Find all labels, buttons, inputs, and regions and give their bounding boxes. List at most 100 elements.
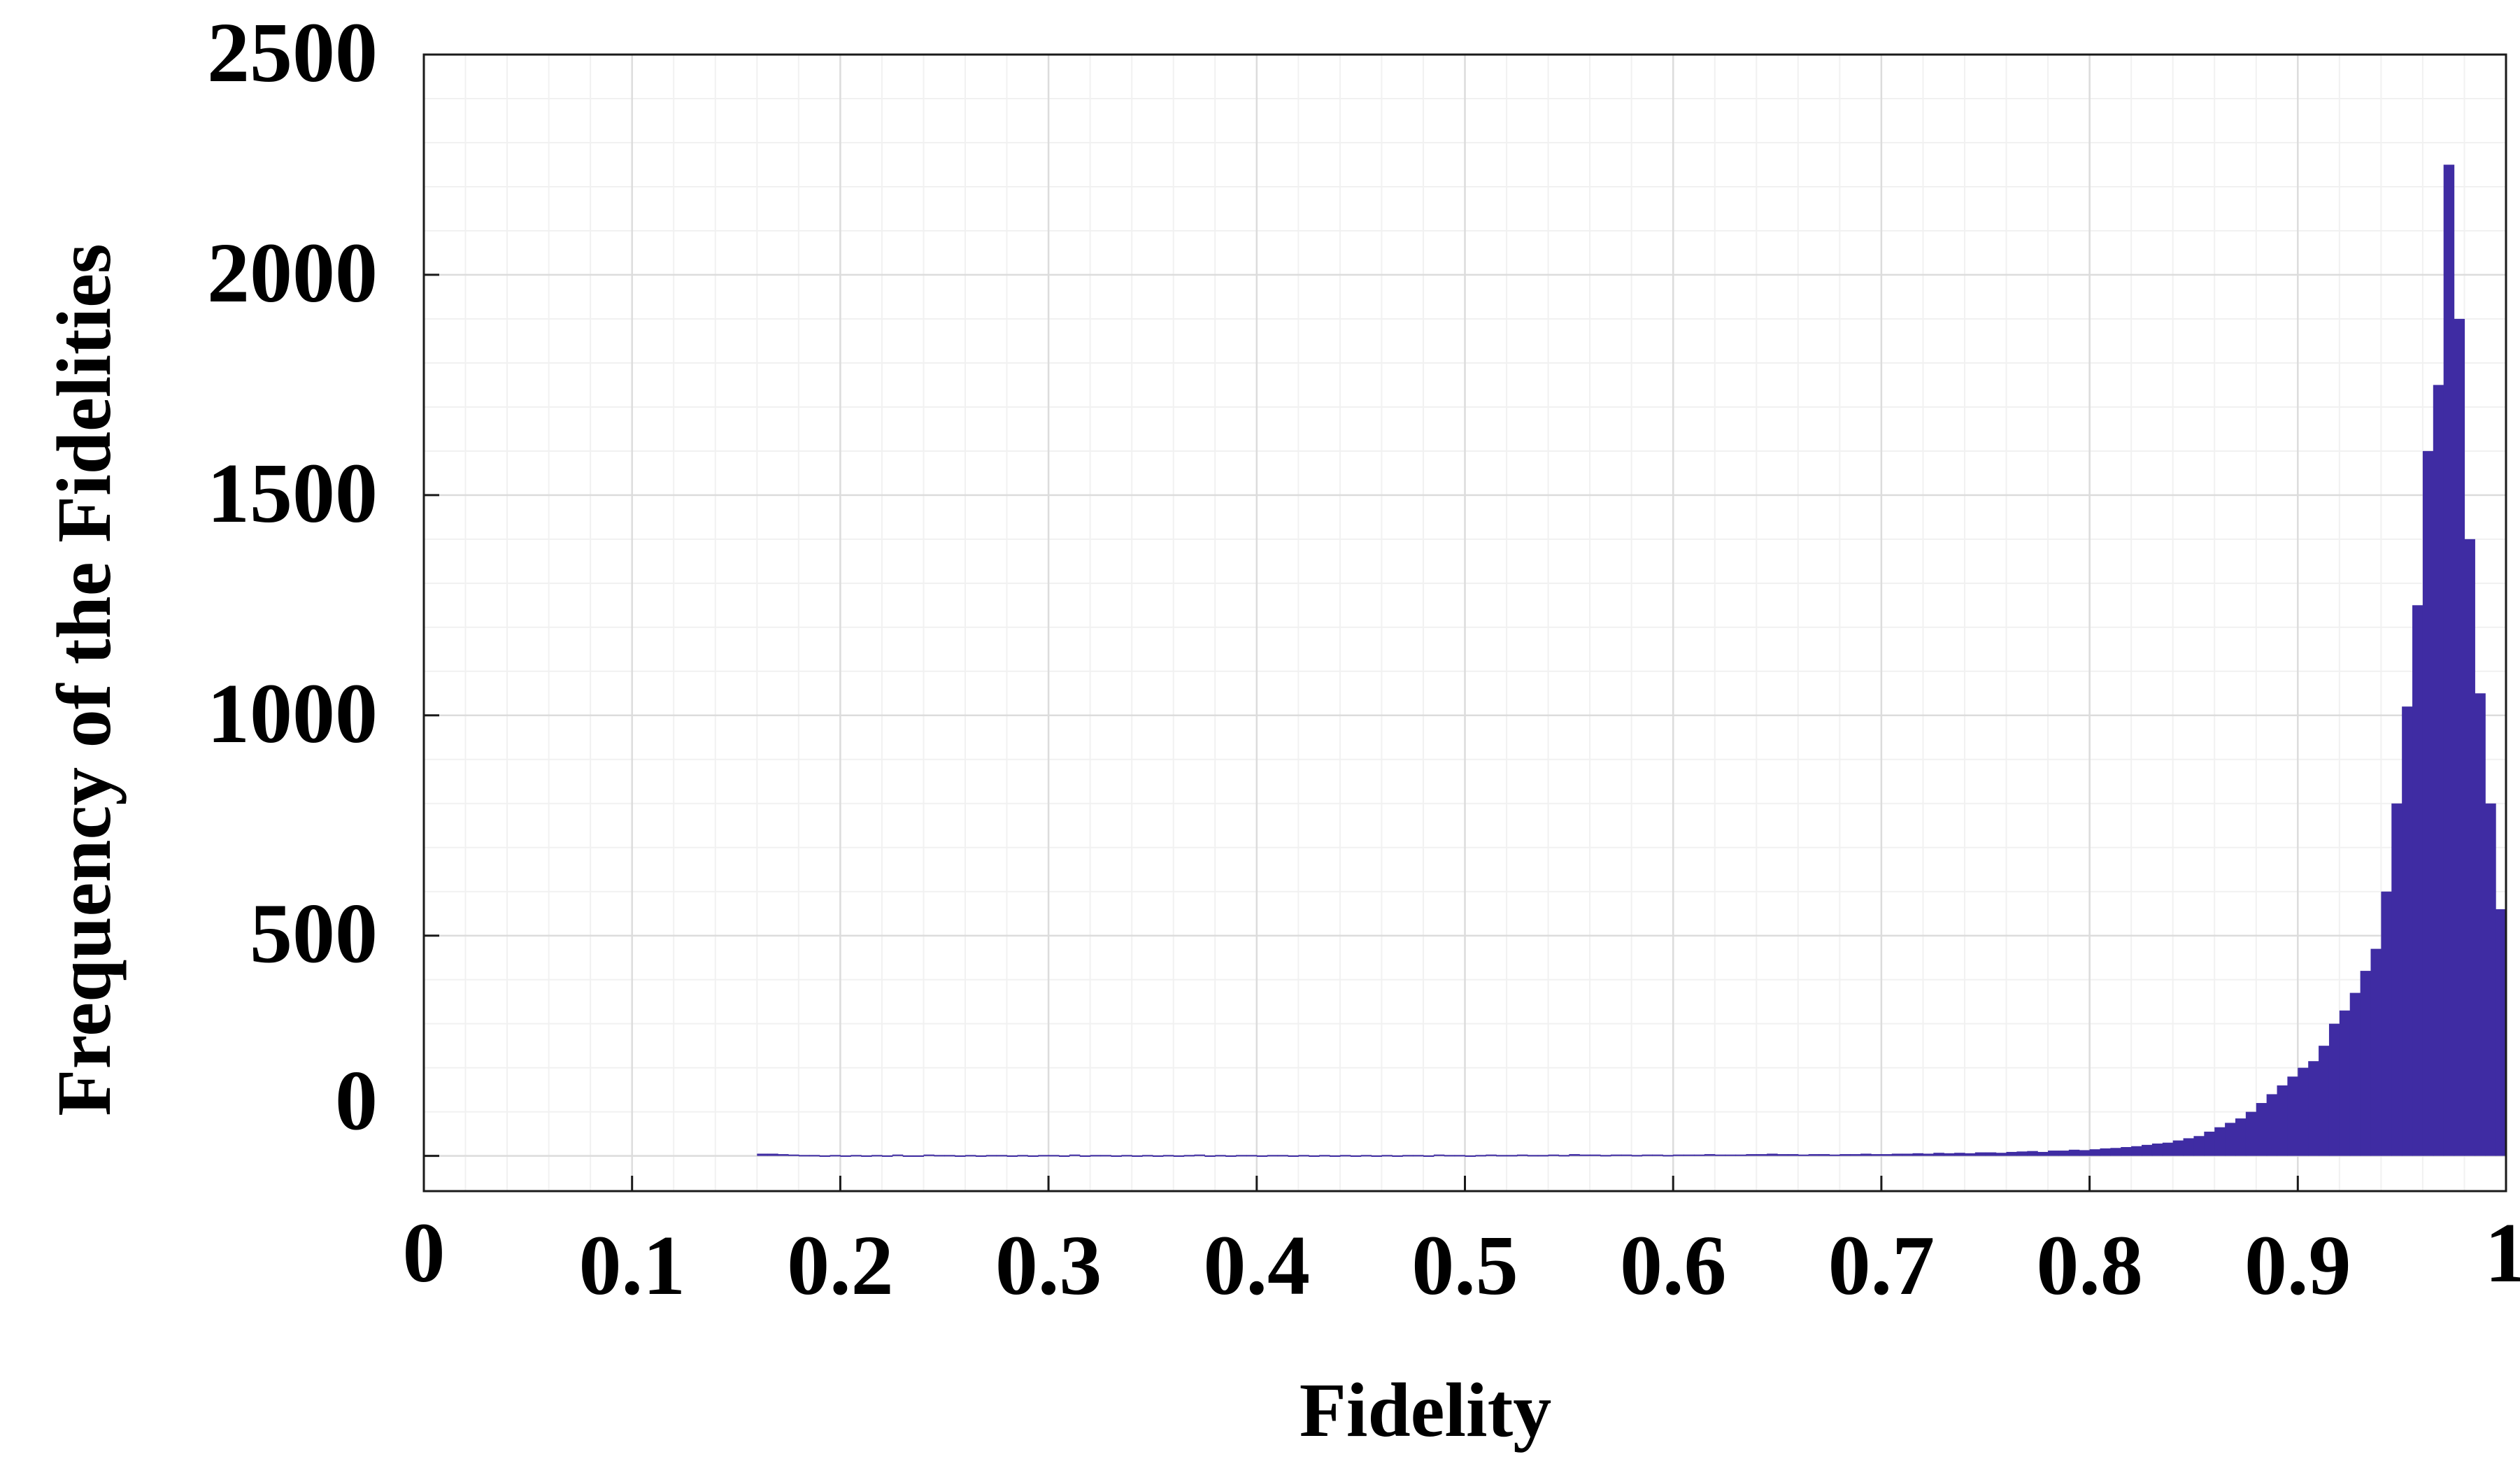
histogram-bar [1964, 1153, 1976, 1156]
y-tick-label: 2000 [207, 226, 378, 320]
histogram-bar [892, 1154, 904, 1156]
histogram-bar [1038, 1155, 1049, 1157]
histogram-bar [2464, 539, 2475, 1156]
histogram-bar [1683, 1154, 1695, 1156]
x-tick-label: 0.6 [1620, 1218, 1727, 1313]
histogram-bar [2027, 1151, 2038, 1156]
histogram-bar [2100, 1148, 2111, 1156]
histogram-bar [1839, 1154, 1851, 1156]
histogram-bar [2277, 1085, 2288, 1156]
histogram-bar [2266, 1094, 2278, 1156]
histogram-bar [1433, 1154, 1445, 1156]
histogram-bar [923, 1154, 934, 1156]
histogram-bar [1798, 1154, 1809, 1156]
histogram-bar [809, 1155, 820, 1157]
histogram-bar [2328, 1023, 2340, 1156]
histogram-bar [1516, 1154, 1528, 1156]
histogram-bars [757, 164, 2507, 1157]
histogram-bar [1891, 1153, 1903, 1156]
histogram-bar [1173, 1155, 1185, 1157]
histogram-bar [1256, 1155, 1268, 1157]
histogram-bar [1579, 1154, 1590, 1156]
histogram-bar [1381, 1155, 1393, 1157]
histogram-bar [1767, 1153, 1778, 1156]
histogram-bar [1319, 1155, 1330, 1157]
histogram-bar [2006, 1151, 2018, 1156]
histogram-bar [2121, 1147, 2132, 1156]
histogram-bar [2485, 803, 2496, 1156]
y-tick-label: 0 [335, 1054, 378, 1148]
histogram-bar [2349, 992, 2361, 1156]
histogram-bar [2048, 1151, 2059, 1156]
histogram-bar [757, 1153, 768, 1156]
histogram-bar [1537, 1155, 1549, 1157]
histogram-bar [2308, 1061, 2319, 1156]
histogram-bar [1215, 1155, 1226, 1157]
y-tick-label: 500 [250, 887, 378, 981]
histogram-bar [1507, 1155, 1518, 1157]
histogram-bar [2245, 1111, 2257, 1156]
histogram-bar [2214, 1127, 2226, 1156]
histogram-bar [2391, 803, 2402, 1156]
histogram-bar [1048, 1155, 1060, 1157]
histogram-bar [798, 1155, 810, 1157]
histogram-bar [1923, 1153, 1934, 1156]
histogram-bar [1058, 1155, 1070, 1157]
histogram-bar [1142, 1155, 1153, 1157]
histogram-bar [1277, 1155, 1289, 1157]
histogram-bar [871, 1155, 883, 1157]
histogram-bar [2151, 1143, 2163, 1156]
histogram-bar [2475, 693, 2486, 1156]
histogram-bar [2454, 318, 2465, 1156]
histogram-bar [1152, 1155, 1164, 1157]
histogram-bar [902, 1155, 914, 1157]
histogram-bar [1350, 1155, 1362, 1157]
histogram-bar [1693, 1154, 1705, 1156]
histogram-bar [1850, 1154, 1861, 1156]
histogram-bar [2360, 971, 2372, 1156]
histogram-bar [788, 1154, 799, 1156]
x-tick-label: 0 [403, 1206, 446, 1300]
histogram-bar [2287, 1076, 2298, 1156]
histogram-bar [1225, 1155, 1237, 1157]
histogram-bar [1631, 1155, 1643, 1157]
histogram-bar [1423, 1155, 1435, 1157]
histogram-bar [1444, 1155, 1455, 1157]
histogram-bar [2235, 1118, 2247, 1156]
histogram-bar [1402, 1155, 1414, 1157]
histogram-bar [2339, 1010, 2351, 1156]
histogram-bar [1246, 1155, 1258, 1157]
histogram-bar [1288, 1155, 1299, 1157]
histogram-bar [2496, 909, 2507, 1156]
histogram-bar [1746, 1154, 1757, 1156]
histogram-bar [975, 1155, 987, 1157]
histogram-bar [1017, 1155, 1028, 1157]
histogram-bar [934, 1155, 945, 1157]
histogram-bar [1652, 1154, 1663, 1156]
histogram-bar [1756, 1154, 1767, 1156]
histogram-bar [1392, 1155, 1403, 1157]
histogram-bar [2319, 1046, 2330, 1156]
histogram-bar [1860, 1153, 1872, 1156]
histogram-bar [1454, 1155, 1466, 1157]
histogram-bar [913, 1155, 925, 1157]
histogram-bar [2402, 706, 2413, 1156]
histogram-bar [1881, 1154, 1893, 1156]
histogram-bar [1267, 1155, 1279, 1157]
x-axis-ticks: 0 0.1 0.2 0.3 0.4 0.5 0.6 0.7 0.8 0.9 1 [403, 1176, 2520, 1313]
histogram-bar [1610, 1154, 1622, 1156]
histogram-bar [1621, 1154, 1632, 1156]
histogram-bar [2183, 1138, 2195, 1156]
histogram-bar [2422, 450, 2434, 1156]
histogram-bar [1371, 1155, 1383, 1157]
histogram-bar [2370, 948, 2382, 1156]
histogram-bar [965, 1155, 976, 1157]
x-tick-label: 0.5 [1411, 1218, 1518, 1313]
histogram-bar [1329, 1155, 1341, 1157]
histogram-bar [2256, 1103, 2268, 1156]
histogram-bar [944, 1155, 955, 1157]
histogram-bar [1006, 1155, 1018, 1157]
histogram-bar [1069, 1154, 1081, 1156]
histogram-bar [830, 1155, 841, 1157]
